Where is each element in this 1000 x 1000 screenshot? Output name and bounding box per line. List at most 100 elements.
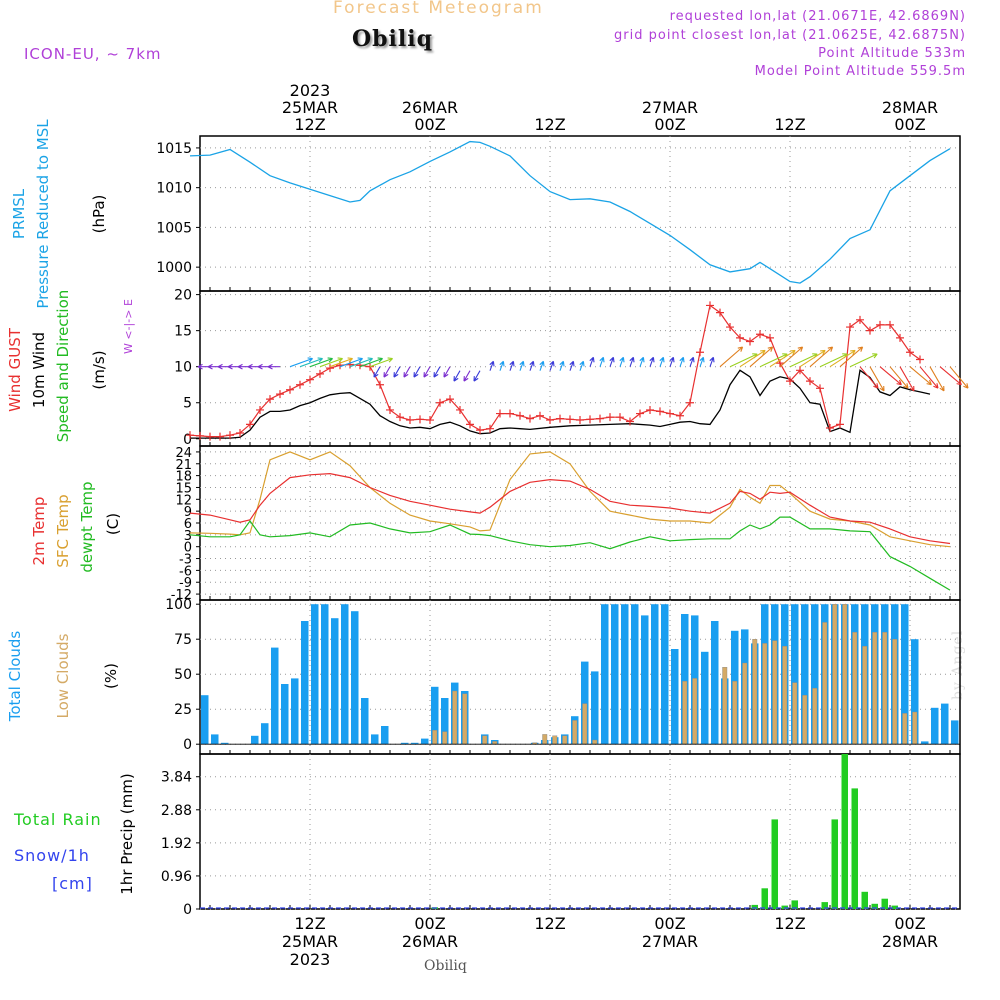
low-cloud-bar — [832, 604, 838, 745]
wind-gust-marker — [436, 398, 444, 407]
low-cloud-bar — [562, 735, 568, 745]
wind-gust-marker — [286, 385, 294, 394]
total-cloud-bar — [441, 698, 449, 745]
rain-bar — [831, 819, 838, 909]
total-cloud-bar — [411, 742, 419, 745]
wind-gust-marker — [446, 395, 454, 404]
wind-direction-arrow — [373, 366, 381, 378]
wind-gust-marker — [276, 390, 284, 399]
total-cloud-bar — [641, 615, 649, 745]
wind-direction-arrow — [889, 366, 909, 389]
wind-direction-arrow — [509, 360, 515, 371]
wind-gust-marker — [816, 384, 824, 393]
clouds-ytick-label: 75 — [174, 632, 192, 648]
top-time-label: 12Z — [294, 115, 325, 134]
wind-gust-marker — [456, 405, 464, 414]
total-cloud-bar — [381, 726, 389, 745]
low-cloud-bar — [872, 632, 878, 745]
bottom-time-label: 00Z — [414, 914, 445, 933]
wind-gust-marker — [916, 355, 924, 364]
wind-gust-marker — [486, 424, 494, 433]
wind-direction-arrow — [299, 357, 323, 368]
total-cloud-bar — [921, 741, 929, 745]
total-cloud-bar — [261, 723, 269, 745]
precip-label-rain: Total Rain — [13, 810, 102, 829]
low-cloud-bar — [772, 640, 778, 745]
wind-direction-arrow — [869, 366, 885, 392]
low-cloud-bar — [442, 731, 448, 745]
wind-direction-arrow — [339, 357, 363, 368]
total-cloud-bar — [911, 639, 919, 745]
wind-gust-marker — [646, 405, 654, 414]
wind-ytick-label: 15 — [174, 324, 192, 340]
total-cloud-bar — [711, 621, 719, 745]
low-cloud-bar — [732, 681, 738, 745]
bottom-time-label: 12Z — [774, 914, 805, 933]
wind-gust-marker — [626, 417, 634, 426]
temp-label-sfc: SFC Temp — [54, 494, 72, 567]
wind-direction-arrow — [473, 370, 481, 382]
wind-gust-marker — [596, 414, 604, 423]
total-cloud-bar — [341, 604, 349, 745]
wind-direction-arrow — [689, 356, 695, 367]
wind-gust-marker — [466, 420, 474, 429]
top-time-label: 00Z — [894, 115, 925, 134]
low-cloud-bar — [752, 639, 758, 745]
low-cloud-bar — [682, 681, 688, 745]
wind-direction-arrow — [839, 346, 864, 368]
wind-direction-arrow — [267, 363, 280, 370]
total-cloud-bar — [621, 604, 629, 745]
wind-direction-arrow — [719, 346, 744, 368]
model-point-altitude: Model Point Altitude 559.5m — [754, 64, 966, 79]
total-cloud-bar — [201, 695, 209, 745]
clouds-ytick-label: 50 — [174, 667, 192, 683]
wind-gust-marker — [186, 431, 194, 440]
wind-direction-arrow — [463, 370, 471, 382]
requested-coords: requested lon,lat (21.0671E, 42.6869N) — [669, 9, 966, 24]
wind-direction-arrow — [809, 346, 834, 368]
total-cloud-bar — [581, 661, 589, 745]
wind-direction-arrow — [559, 360, 565, 371]
wind-direction-arrow — [403, 366, 411, 378]
wind-direction-arrow — [609, 356, 615, 367]
wind-gust-marker — [266, 395, 274, 404]
wind-direction-arrow — [829, 349, 856, 368]
wind-direction-arrow — [899, 366, 915, 392]
wind-direction-arrow — [489, 360, 495, 371]
wind-gust-marker — [546, 416, 554, 425]
wind-gust-marker — [556, 414, 564, 423]
wind-gust-marker — [516, 411, 524, 420]
wind-gust-marker — [896, 333, 904, 342]
precip-ytick-label: 1.92 — [161, 836, 192, 852]
wind-ytick-label: 20 — [174, 288, 192, 304]
wind-gust-marker — [736, 333, 744, 342]
wind-direction-arrow — [629, 356, 635, 367]
total-cloud-bar — [601, 604, 609, 745]
wind-speed-line — [190, 369, 931, 439]
wind-gust-marker — [706, 301, 714, 310]
dewpt-line — [189, 516, 951, 591]
low-cloud-bar — [882, 632, 888, 745]
pressure-frame — [199, 135, 961, 292]
low-cloud-bar — [812, 688, 818, 745]
bottom-time-label: 25MAR — [282, 932, 338, 951]
top-time-label: 25MAR — [282, 98, 338, 117]
rain-bar — [791, 900, 798, 909]
wind-gust-marker — [746, 337, 754, 346]
wind-direction-arrow — [319, 357, 343, 368]
wind-direction-arrow — [369, 357, 393, 368]
low-cloud-bar — [862, 646, 868, 745]
low-cloud-bar — [792, 682, 798, 745]
wind-direction-arrow — [949, 366, 969, 389]
low-cloud-bar — [902, 713, 908, 745]
clouds-label-low: Low Clouds — [54, 633, 72, 718]
top-time-label: 26MAR — [402, 98, 458, 117]
pressure-ytick-label: 1010 — [156, 181, 192, 197]
total-cloud-bar — [221, 742, 229, 745]
precip-label-cm: [cm] — [52, 874, 93, 893]
total-cloud-bar — [941, 703, 949, 745]
temperature-ytick-label: 9 — [184, 505, 192, 520]
total-cloud-bar — [591, 671, 599, 745]
wind-gust-marker — [316, 369, 324, 378]
